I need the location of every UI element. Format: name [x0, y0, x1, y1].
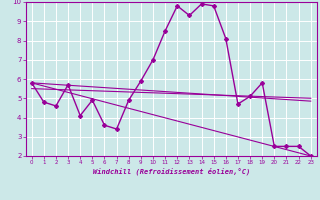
X-axis label: Windchill (Refroidissement éolien,°C): Windchill (Refroidissement éolien,°C) — [92, 168, 250, 175]
